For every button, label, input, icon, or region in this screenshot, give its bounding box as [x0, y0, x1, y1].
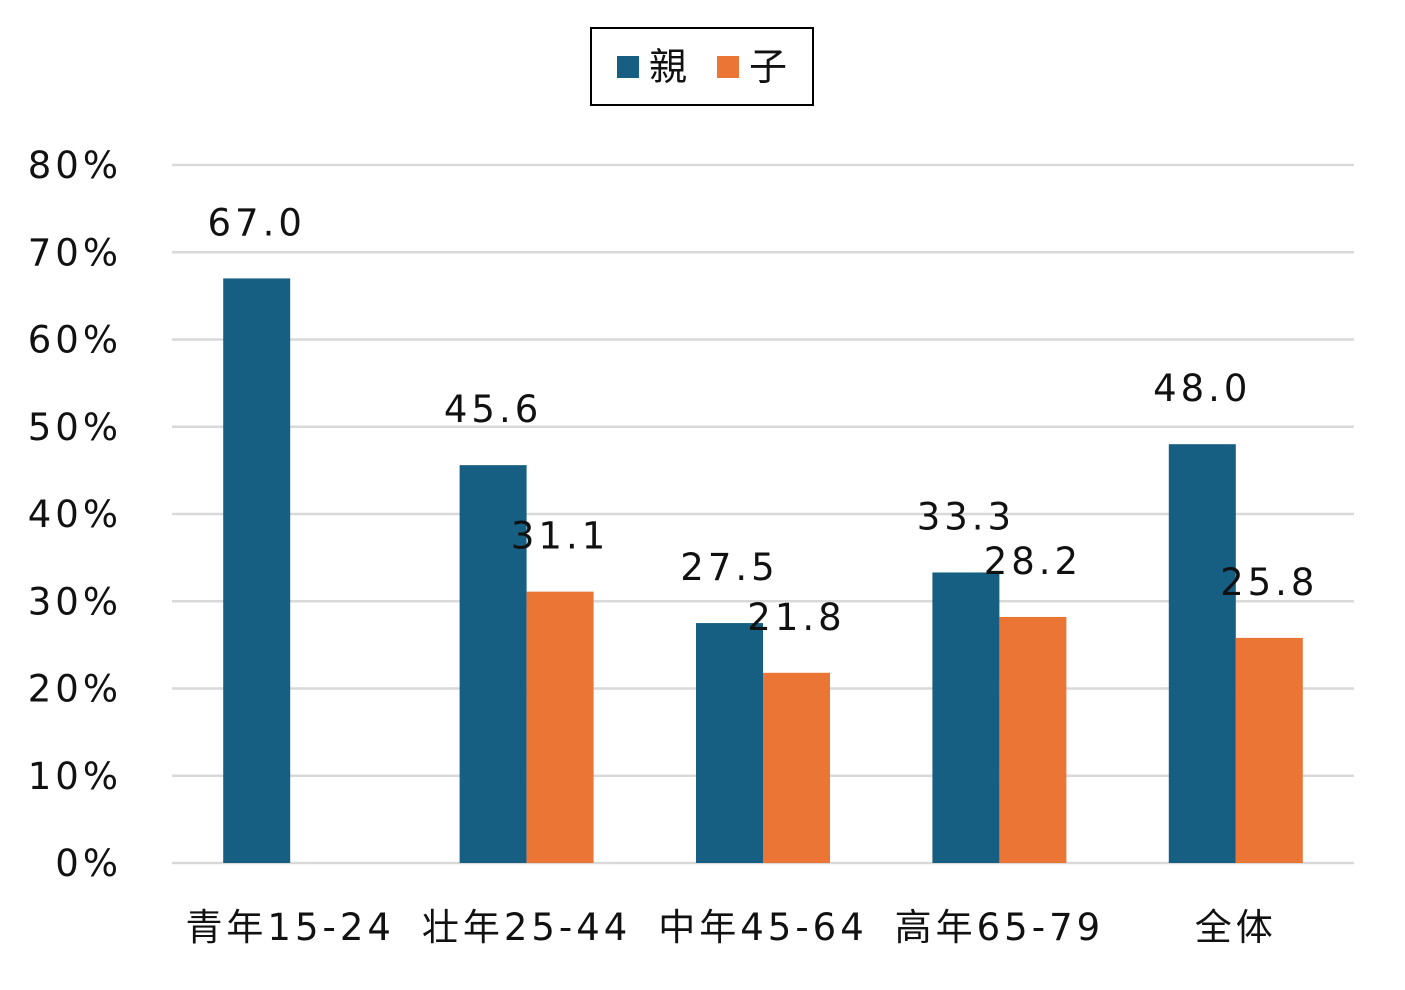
x-category-label-1: 壮年25-44	[422, 906, 632, 949]
data-label-child-1: 31.1	[511, 515, 609, 558]
y-tick-label-80: 80%	[28, 144, 122, 187]
legend-label-parent: 親	[648, 44, 687, 89]
bar-child-2	[763, 672, 830, 863]
bar-child-3	[999, 616, 1067, 863]
x-category-label-2: 中年45-64	[658, 906, 868, 949]
bar-parent-0	[223, 278, 291, 863]
legend: 親 子	[590, 27, 814, 106]
x-category-label-0: 青年15-24	[185, 906, 395, 949]
data-label-parent-3: 33.3	[917, 495, 1015, 538]
bar-parent-2	[696, 623, 763, 863]
data-label-child-3: 28.2	[984, 540, 1082, 583]
legend-item-child: 子	[717, 48, 787, 86]
y-tick-label-50: 50%	[28, 406, 122, 449]
x-category-label-3: 高年65-79	[895, 906, 1105, 949]
data-label-child-4: 25.8	[1220, 561, 1318, 604]
data-label-parent-0: 67.0	[208, 201, 306, 244]
data-label-parent-4: 48.0	[1153, 367, 1251, 410]
legend-swatch-parent	[616, 55, 639, 78]
data-label-parent-1: 45.6	[444, 388, 542, 431]
legend-item-parent: 親	[616, 44, 687, 89]
x-category-label-4: 全体	[1195, 906, 1277, 949]
data-label-parent-2: 27.5	[680, 546, 778, 589]
legend-swatch-child	[717, 55, 739, 78]
y-tick-label-0: 0%	[55, 842, 122, 885]
y-tick-label-70: 70%	[28, 231, 122, 274]
bar-parent-1	[459, 465, 527, 863]
bar-parent-3	[932, 572, 1000, 863]
y-tick-label-60: 60%	[28, 319, 122, 362]
y-tick-label-10: 10%	[28, 755, 122, 798]
legend-label-child: 子	[749, 44, 788, 89]
y-tick-label-20: 20%	[28, 668, 122, 711]
y-tick-label-30: 30%	[28, 580, 122, 623]
bar-child-1	[526, 591, 594, 863]
bar-parent-4	[1168, 444, 1236, 863]
bar-child-4	[1235, 637, 1303, 863]
y-tick-label-40: 40%	[28, 493, 122, 536]
data-label-child-2: 21.8	[747, 596, 845, 639]
